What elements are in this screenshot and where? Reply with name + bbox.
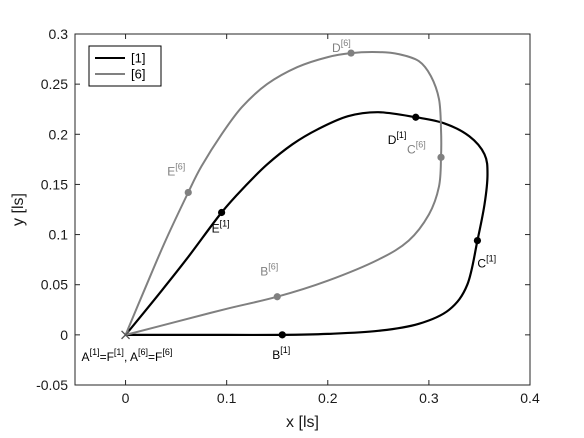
point-label-d-1: D[1]: [388, 130, 407, 147]
y-tick-label: 0.15: [41, 176, 68, 192]
point-e-1: [218, 208, 226, 217]
x-tick-label: 0: [122, 390, 130, 406]
point-label-b-6: B[6]: [260, 262, 278, 279]
y-tick-label: 0.1: [49, 227, 69, 243]
x-tick-label: 0.2: [318, 390, 338, 406]
y-tick-label: 0: [60, 327, 68, 343]
axes-box: [74, 33, 531, 386]
series-line-6: [124, 51, 443, 336]
point-d-6: [347, 49, 355, 57]
origin-label: A[1]=F[1], A[6]=F[6]: [82, 347, 173, 364]
point-label-b-1: B[1]: [272, 345, 290, 362]
legend-entry: [6]: [131, 67, 145, 82]
point-b-1: [278, 331, 286, 339]
plot-area: 0 0.1 0.2 0.3 0.4 -0.05 0 0.05 0.1 0.15 0.2 0.25 0.3…: [36, 26, 540, 406]
legend: [1][6]: [88, 45, 162, 87]
point-c-1: [473, 236, 482, 245]
y-tick-label: -0.05: [36, 377, 68, 393]
point-d-1: [412, 113, 420, 121]
x-axis-label: x [ls]: [286, 414, 319, 431]
point-label-d-6: D[6]: [332, 38, 351, 55]
point-label-c-1: C[1]: [477, 254, 496, 271]
point-label-e-1: E[1]: [212, 219, 230, 236]
point-e-6: [184, 188, 192, 197]
x-tick-label: 0.1: [217, 390, 237, 406]
y-tick-label: 0.3: [49, 26, 69, 42]
x-tick-label: 0.4: [520, 390, 540, 406]
y-tick-label: 0.25: [41, 76, 68, 92]
y-axis-label: y [ls]: [10, 193, 27, 226]
origin-marker: [121, 330, 131, 340]
legend-entry: [1]: [131, 51, 145, 66]
x-tick-label: 0.3: [419, 390, 439, 406]
y-tick-label: 0.05: [41, 277, 68, 293]
point-b-6: [273, 293, 281, 301]
series-line-1: [124, 111, 489, 337]
y-tick-label: 0.2: [49, 126, 69, 142]
point-label-e-6: E[6]: [167, 161, 185, 178]
point-label-c-6: C[6]: [407, 139, 426, 156]
legend-box: [88, 45, 162, 87]
point-c-6: [437, 153, 445, 161]
